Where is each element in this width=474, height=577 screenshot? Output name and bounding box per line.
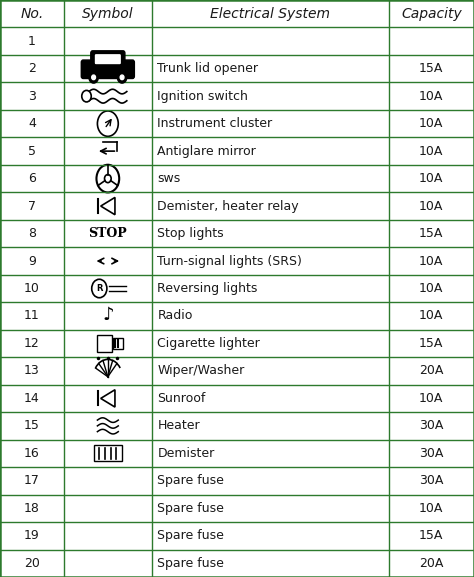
Text: 5: 5: [28, 145, 36, 158]
FancyBboxPatch shape: [91, 51, 125, 66]
FancyBboxPatch shape: [96, 55, 120, 63]
Text: 9: 9: [28, 254, 36, 268]
Circle shape: [91, 279, 107, 298]
Text: Ignition switch: Ignition switch: [157, 89, 248, 103]
FancyBboxPatch shape: [113, 338, 123, 349]
FancyBboxPatch shape: [98, 335, 112, 351]
Text: 4: 4: [28, 117, 36, 130]
Circle shape: [117, 72, 127, 83]
Text: 18: 18: [24, 502, 40, 515]
Text: Heater: Heater: [157, 419, 200, 432]
Text: R: R: [96, 284, 102, 293]
Text: Spare fuse: Spare fuse: [157, 474, 224, 488]
Text: 10A: 10A: [419, 502, 444, 515]
Text: Symbol: Symbol: [82, 7, 134, 21]
Text: 3: 3: [28, 89, 36, 103]
Text: 10: 10: [24, 282, 40, 295]
Text: Radio: Radio: [157, 309, 193, 323]
FancyBboxPatch shape: [82, 60, 135, 78]
Circle shape: [104, 175, 111, 183]
Text: Spare fuse: Spare fuse: [157, 529, 224, 542]
FancyBboxPatch shape: [94, 445, 122, 462]
Text: 17: 17: [24, 474, 40, 488]
Text: Wiper/Washer: Wiper/Washer: [157, 365, 245, 377]
Text: Spare fuse: Spare fuse: [157, 502, 224, 515]
Text: ♪: ♪: [102, 306, 114, 324]
Circle shape: [82, 91, 91, 102]
Text: Demister: Demister: [157, 447, 215, 460]
Text: 10A: 10A: [419, 392, 444, 405]
Text: 10A: 10A: [419, 172, 444, 185]
Text: 2: 2: [28, 62, 36, 75]
Text: 7: 7: [28, 200, 36, 212]
Text: Spare fuse: Spare fuse: [157, 557, 224, 569]
Text: Sunroof: Sunroof: [157, 392, 206, 405]
Text: 16: 16: [24, 447, 40, 460]
Text: 19: 19: [24, 529, 40, 542]
Text: Capacity: Capacity: [401, 7, 462, 21]
Text: Turn-signal lights (SRS): Turn-signal lights (SRS): [157, 254, 302, 268]
Circle shape: [120, 75, 124, 80]
Text: 30A: 30A: [419, 419, 444, 432]
Text: Reversing lights: Reversing lights: [157, 282, 258, 295]
Text: sws: sws: [157, 172, 181, 185]
Text: 10A: 10A: [419, 309, 444, 323]
Text: 30A: 30A: [419, 474, 444, 488]
Text: 8: 8: [28, 227, 36, 240]
Text: Demister, heater relay: Demister, heater relay: [157, 200, 299, 212]
Text: 10A: 10A: [419, 254, 444, 268]
Text: 11: 11: [24, 309, 40, 323]
Text: 15: 15: [24, 419, 40, 432]
Text: 15A: 15A: [419, 337, 444, 350]
Text: 12: 12: [24, 337, 40, 350]
Text: 20A: 20A: [419, 557, 444, 569]
Circle shape: [89, 72, 99, 83]
Text: 14: 14: [24, 392, 40, 405]
Text: Stop lights: Stop lights: [157, 227, 224, 240]
Text: 15A: 15A: [419, 227, 444, 240]
Text: 30A: 30A: [419, 447, 444, 460]
Text: Antiglare mirror: Antiglare mirror: [157, 145, 256, 158]
Text: 15A: 15A: [419, 529, 444, 542]
Text: 10A: 10A: [419, 145, 444, 158]
Polygon shape: [100, 389, 115, 407]
Text: 20: 20: [24, 557, 40, 569]
Circle shape: [97, 165, 119, 193]
Text: 10A: 10A: [419, 282, 444, 295]
Text: 10A: 10A: [419, 200, 444, 212]
Text: STOP: STOP: [89, 227, 127, 240]
Text: 10A: 10A: [419, 89, 444, 103]
Text: No.: No.: [20, 7, 44, 21]
Text: 20A: 20A: [419, 365, 444, 377]
Text: Electrical System: Electrical System: [210, 7, 330, 21]
Circle shape: [98, 111, 118, 136]
Text: 1: 1: [28, 35, 36, 48]
Text: 15A: 15A: [419, 62, 444, 75]
Text: Trunk lid opener: Trunk lid opener: [157, 62, 258, 75]
Text: 10A: 10A: [419, 117, 444, 130]
Text: 6: 6: [28, 172, 36, 185]
Circle shape: [92, 75, 96, 80]
Text: 13: 13: [24, 365, 40, 377]
Polygon shape: [100, 197, 115, 215]
Text: Cigarette lighter: Cigarette lighter: [157, 337, 260, 350]
Text: Instrument cluster: Instrument cluster: [157, 117, 273, 130]
